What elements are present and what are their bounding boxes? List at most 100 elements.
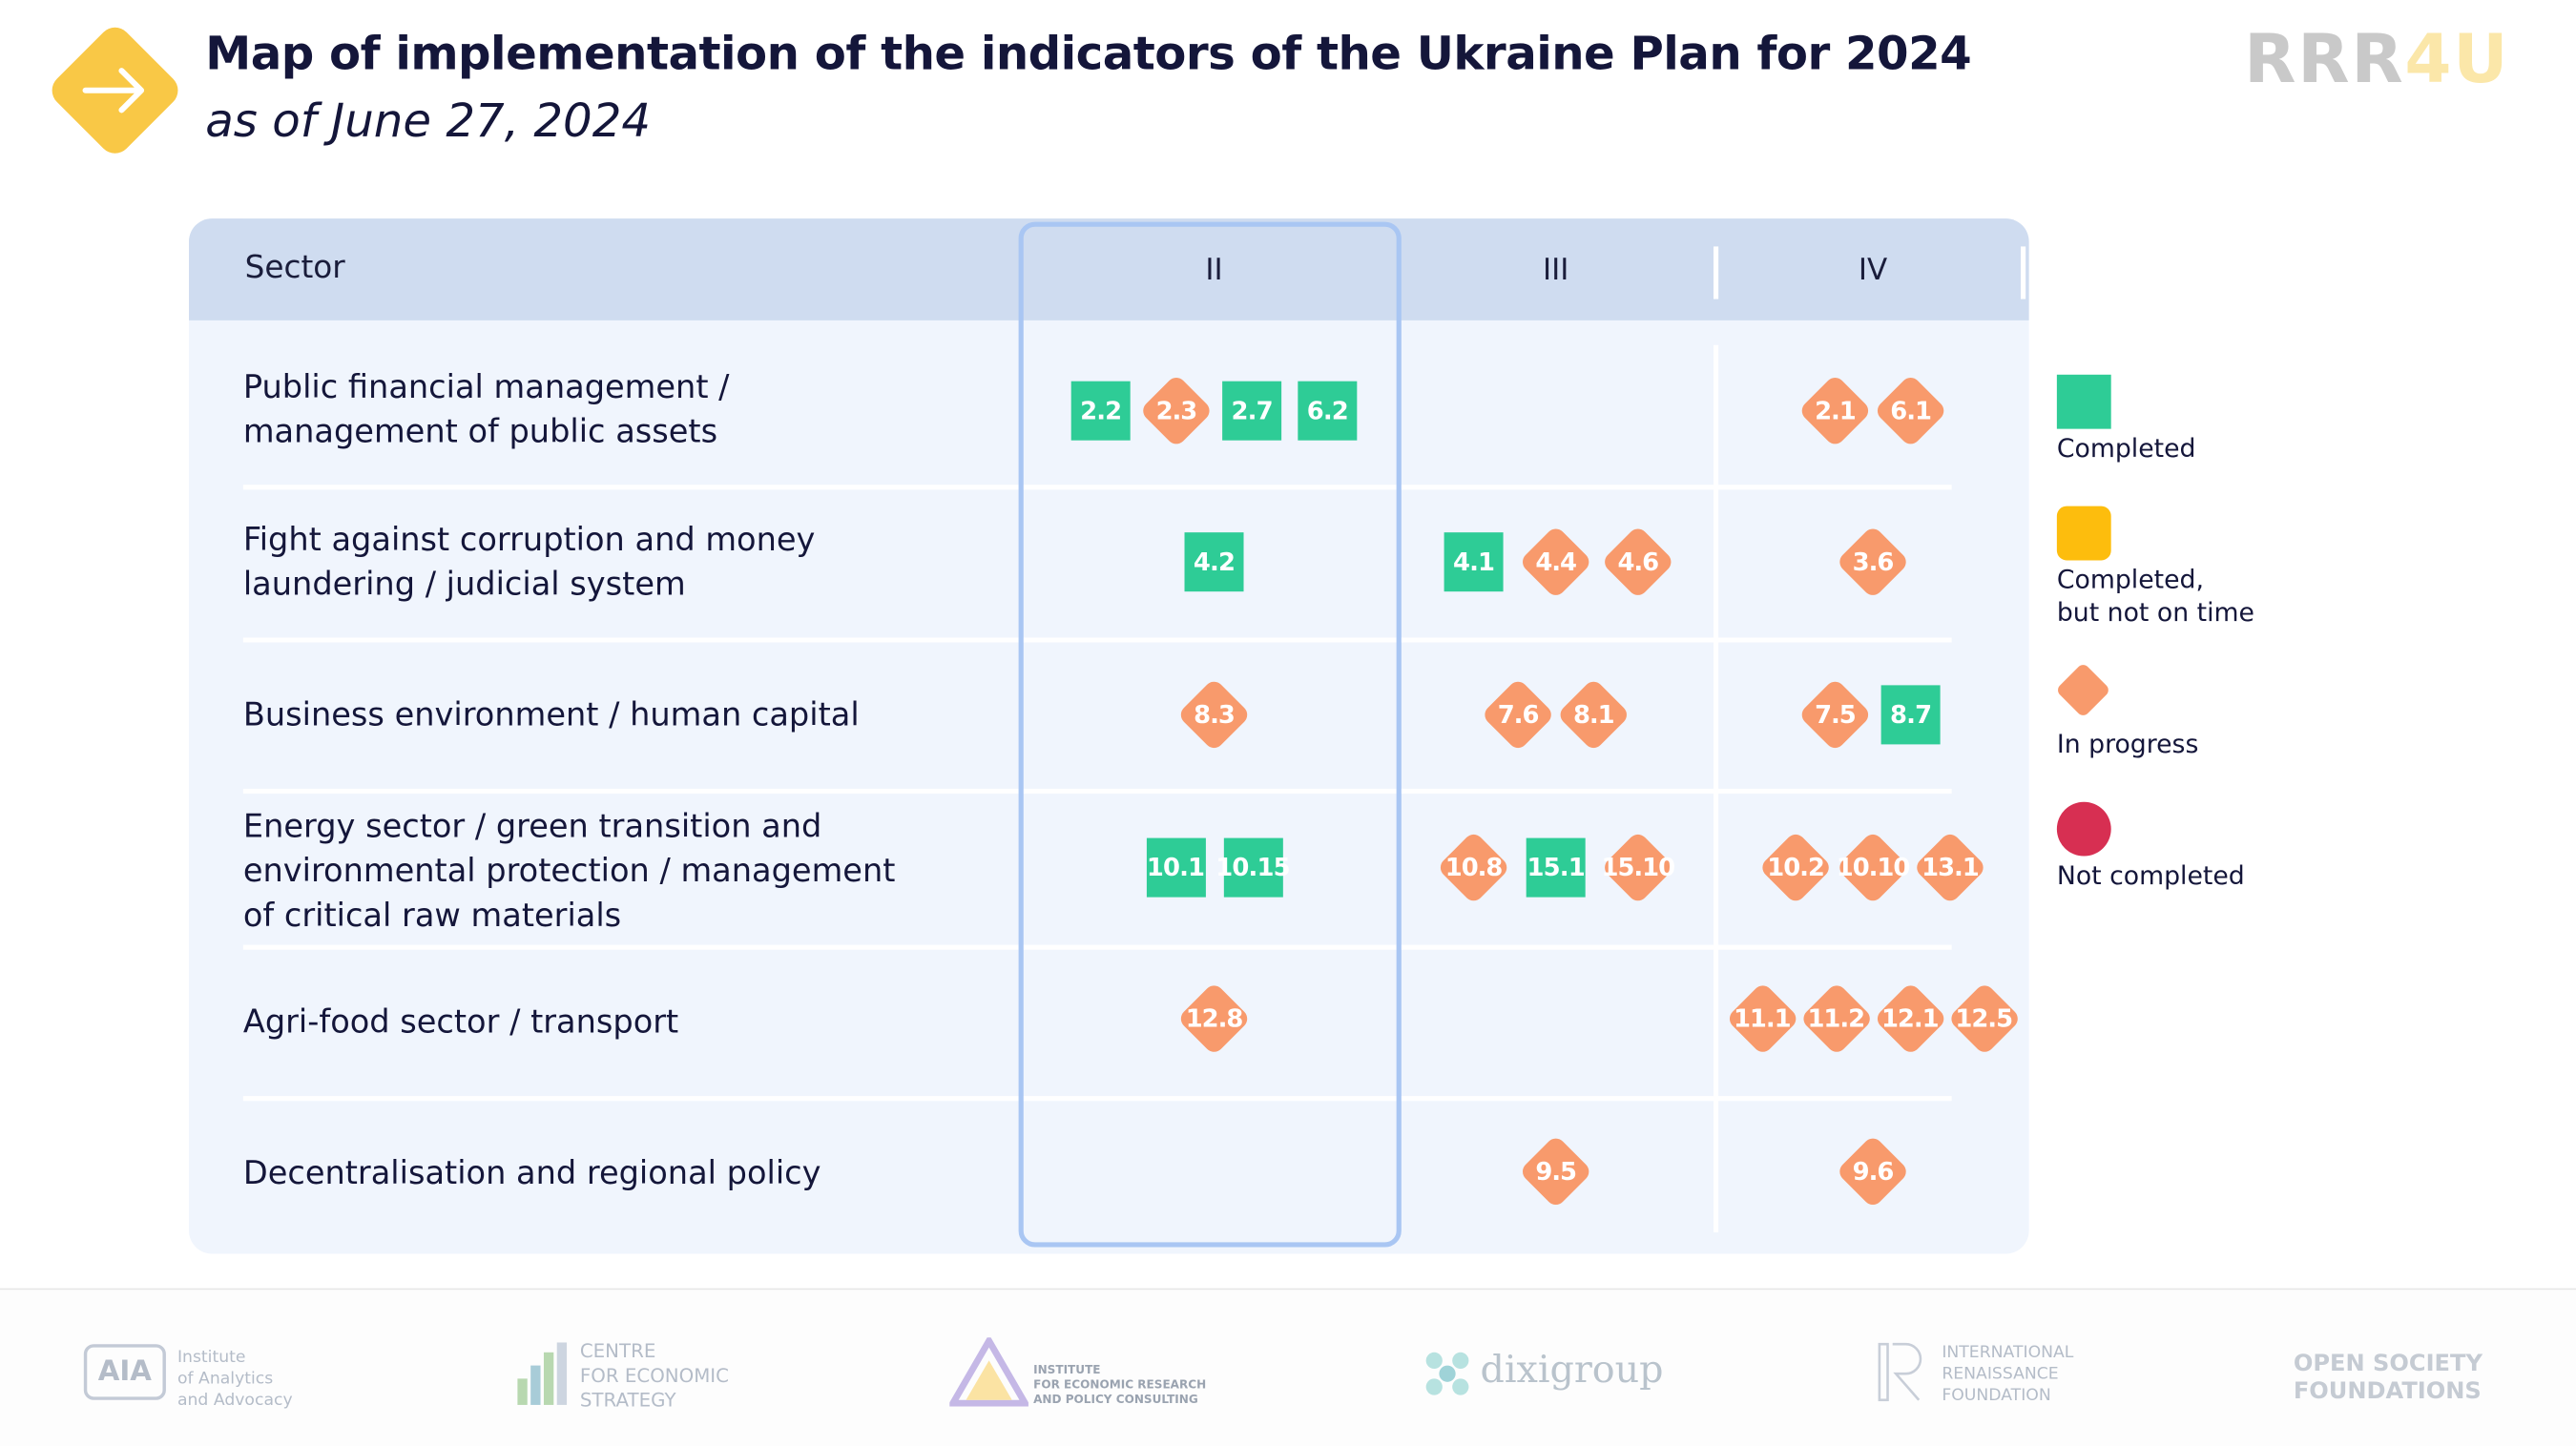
indicator-label: 15.10 [1601,853,1676,883]
indicator-12-8-in-progress: 12.8 [1176,981,1252,1057]
indicator-8-3-in-progress: 8.3 [1176,677,1252,753]
sector-business-environment: Business environment / human capital [242,695,860,734]
column-header-iv: IV [1858,253,1888,288]
indicator-11-1-in-progress: 11.1 [1724,981,1799,1057]
indicator-4-1-completed: 4.1 [1444,532,1504,592]
indicator-label: 4.4 [1535,547,1577,577]
indicator-10-2-in-progress: 10.2 [1758,830,1834,905]
indicator-4-6-in-progress: 4.6 [1600,525,1675,600]
partner-iaa: Institute of Analytics and Advocacy [177,1349,293,1411]
indicator-12-5-in-progress: 12.5 [1946,981,2022,1057]
indicator-label: 12.5 [1955,1003,2013,1034]
indicator-label: 2.3 [1155,396,1198,426]
row-divider [242,485,1952,490]
indicator-6-1-in-progress: 6.1 [1873,373,1948,448]
indicator-label: 4.6 [1617,547,1659,577]
indicator-label: 10.2 [1767,853,1825,883]
indicator-label: 7.6 [1497,699,1540,730]
indicator-8-7-completed: 8.7 [1880,685,1941,745]
indicator-3-6-in-progress: 3.6 [1836,525,1910,600]
footer-divider [0,1288,2576,1291]
indicator-label: 8.3 [1194,699,1236,730]
sector-column-header: Sector [244,249,345,286]
indicator-10-10-in-progress: 10.10 [1836,830,1911,905]
row-divider [242,944,1952,950]
table-header [189,218,2029,320]
legend-not-completed-label: Not completed [2056,860,2245,891]
indicator-10-15-completed: 10.15 [1215,837,1291,898]
highlighted-column-ii [1018,221,1402,1248]
indicator-label: 13.1 [1922,853,1980,883]
ces-logo [517,1342,570,1405]
sector-public-finance: Public financial management / management… [242,367,730,451]
legend-in-progress-swatch [2055,662,2111,718]
indicator-10-1-completed: 10.1 [1146,837,1205,898]
indicator-label: 12.1 [1880,1003,1940,1034]
irf-logo [1878,1342,1922,1402]
legend-completed-late-swatch [2056,506,2111,561]
sector-energy: Energy sector / green transition and env… [242,807,896,935]
partner-dixigroup: dixigroup [1480,1349,1664,1393]
row-divider [242,637,1952,643]
indicator-label: 12.8 [1185,1003,1244,1034]
header-divider [1713,246,1719,300]
aia-logo: AIA [83,1344,166,1400]
indicator-label: 11.2 [1807,1003,1865,1034]
partner-ces: CENTRE FOR ECONOMIC STRATEGY [579,1339,729,1412]
brand-logo: RRR4U [2244,20,2509,99]
indicator-6-2-completed: 6.2 [1298,381,1358,441]
indicator-15-10-in-progress: 15.10 [1600,830,1676,905]
indicator-label: 9.5 [1535,1156,1577,1187]
indicator-13-1-in-progress: 13.1 [1912,830,1987,905]
indicator-7-6-in-progress: 7.6 [1481,677,1556,753]
partner-irf: INTERNATIONAL RENAISSANCE FOUNDATION [1942,1344,2074,1405]
indicator-label: 10.10 [1836,853,1911,883]
partner-ier: INSTITUTE FOR ECONOMIC RESEARCH AND POLI… [1033,1363,1207,1407]
indicator-label: 3.6 [1852,547,1895,577]
brand-part-1: RRR [2244,19,2405,99]
indicator-12-1-in-progress: 12.1 [1872,981,1947,1057]
partner-osf: OPEN SOCIETY FOUNDATIONS [2293,1351,2483,1405]
indicator-label: 11.1 [1733,1003,1792,1034]
indicator-9-6-in-progress: 9.6 [1836,1134,1910,1209]
indicator-label: 8.1 [1572,699,1615,730]
indicator-2-1-in-progress: 2.1 [1797,373,1873,448]
indicator-2-7-completed: 2.7 [1222,381,1282,441]
indicator-label: 6.1 [1890,396,1932,426]
legend-in-progress-label: In progress [2056,729,2199,759]
indicator-4-2-completed: 4.2 [1184,532,1244,592]
indicator-10-8-in-progress: 10.8 [1436,830,1511,905]
indicator-8-1-in-progress: 8.1 [1556,677,1631,753]
sector-agri-food: Agri-food sector / transport [242,1002,679,1042]
brand-part-2: 4U [2404,19,2510,99]
indicator-9-5-in-progress: 9.5 [1518,1134,1593,1209]
indicator-label: 7.5 [1815,699,1857,730]
column-header-ii: II [1205,253,1223,288]
indicator-label: 10.8 [1444,853,1504,883]
page-title: Map of implementation of the indicators … [205,26,1972,81]
arrow-right-icon [82,68,145,114]
page-subtitle: as of June 27, 2024 [205,93,652,149]
sector-anti-corruption: Fight against corruption and money laund… [242,521,816,604]
indicator-15-1-completed: 15.1 [1526,837,1586,898]
legend-completed-swatch [2056,374,2111,429]
row-divider [242,1096,1952,1102]
header-divider [2020,246,2026,300]
indicator-2-3-in-progress: 2.3 [1138,373,1214,448]
ier-triangle-logo [949,1337,1028,1407]
legend-completed-label: Completed [2056,433,2196,464]
row-divider [242,788,1952,795]
sector-decentralisation: Decentralisation and regional policy [242,1154,821,1192]
indicator-label: 2.1 [1815,396,1857,426]
indicator-label: 9.6 [1852,1156,1895,1187]
legend-completed-late-label: Completed, but not on time [2056,565,2254,629]
dixigroup-logo-icon [1425,1352,1469,1395]
indicator-4-4-in-progress: 4.4 [1518,525,1593,600]
indicator-7-5-in-progress: 7.5 [1797,677,1873,753]
indicator-11-2-in-progress: 11.2 [1798,981,1874,1057]
column-header-iii: III [1542,253,1569,288]
footer [0,1290,2576,1446]
indicator-2-2-completed: 2.2 [1070,381,1131,441]
legend-not-completed-swatch [2056,801,2111,857]
